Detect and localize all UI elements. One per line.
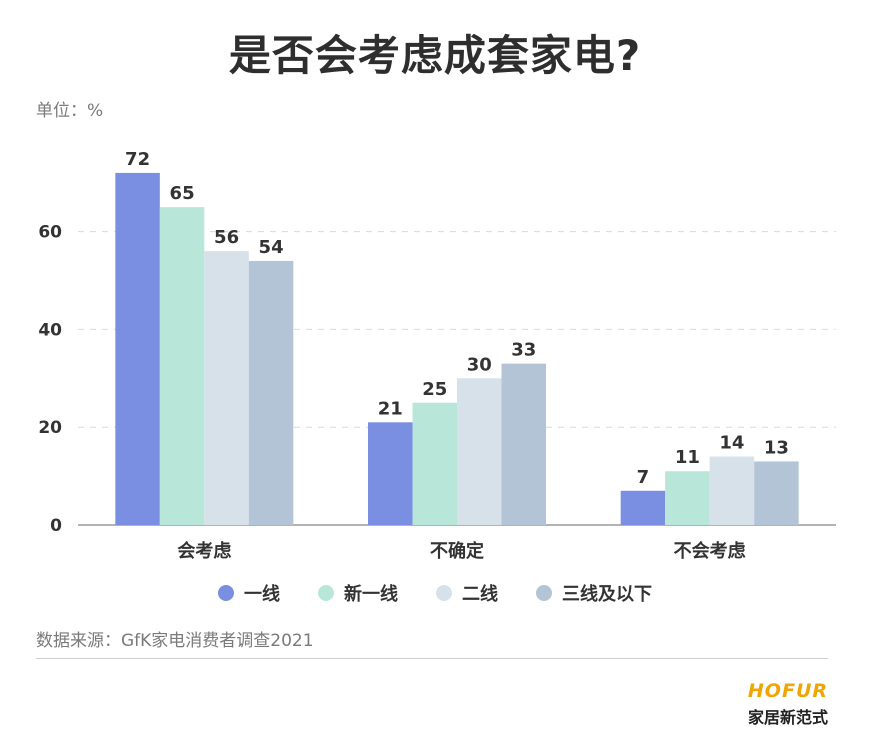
y-tick-label: 40 [38,320,62,340]
legend-label: 一线 [244,584,280,605]
bar-chart: 0 20 40 60 72 65 56 54 会考虑 21 25 30 33 不确定 7 11 14 13 不会考虑 [38,149,836,562]
bar [368,422,413,525]
bar [620,490,666,525]
legend-item-tier3-below: 三线及以下 [536,580,652,606]
brand-name-en: HOFUR [747,680,828,702]
bar-value-label: 65 [170,183,195,204]
bar-value-label: 13 [764,437,789,458]
legend-item-new-tier1: 新一线 [318,580,398,606]
bar [115,172,160,526]
bar [204,251,249,525]
legend-label: 三线及以下 [562,584,652,605]
footer-divider [36,658,828,659]
bar-value-label: 72 [125,149,150,170]
legend: 一线 新一线 二线 三线及以下 [0,580,870,606]
y-tick-label: 60 [38,223,62,243]
bar-value-label: 54 [259,237,284,258]
chart-title: 是否会考虑成套家电? [228,31,642,80]
bar-value-label: 30 [467,354,492,375]
bar [709,456,755,525]
y-tick-label: 20 [38,418,62,438]
legend-swatch [218,585,234,601]
brand-name-cn: 家居新范式 [747,708,828,727]
bar [248,260,294,525]
legend-swatch [436,585,452,601]
bar-value-label: 56 [214,227,239,248]
bar [159,207,205,525]
bar [665,471,710,525]
bar-value-label: 21 [378,398,403,419]
x-category-label: 不会考虑 [674,540,746,562]
brand-logo: HOFUR 家居新范式 [748,680,828,728]
legend-swatch [536,585,552,601]
bar-value-label: 11 [675,447,700,468]
y-tick-label: 0 [50,516,62,536]
legend-label: 新一线 [344,584,398,605]
x-category-label: 不确定 [430,540,484,562]
bar-value-label: 25 [422,379,447,400]
bar [501,363,546,525]
x-category-label: 会考虑 [177,540,231,562]
unit-label: 单位：% [36,101,104,121]
legend-swatch [318,585,334,601]
bar-value-label: 33 [511,340,536,361]
bar [412,402,457,525]
legend-item-tier1: 一线 [218,580,280,606]
bar-value-label: 14 [719,433,744,454]
bar [754,461,799,525]
legend-item-tier2: 二线 [436,580,498,606]
data-source-note: 数据来源：GfK家电消费者调查2021 [36,631,314,651]
bar [457,378,502,525]
legend-label: 二线 [462,584,498,605]
bar-value-label: 7 [637,467,650,488]
